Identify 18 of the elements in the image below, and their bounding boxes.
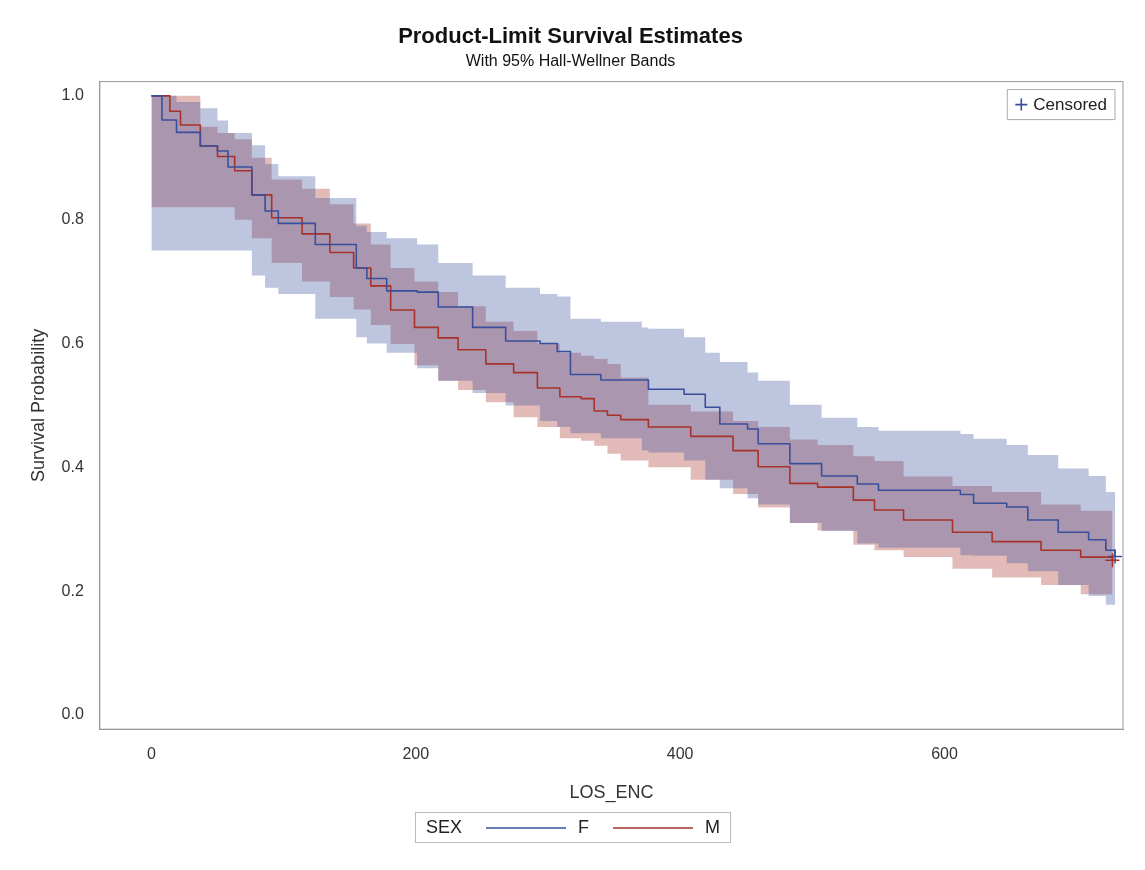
y-tick-label: 0.2 bbox=[61, 581, 84, 599]
y-axis-title: Survival Probability bbox=[27, 328, 48, 482]
y-tick-label: 0.0 bbox=[61, 705, 84, 723]
y-tick-label: 0.4 bbox=[61, 457, 84, 475]
y-tick-label: 1.0 bbox=[61, 86, 84, 104]
chart-subtitle: With 95% Hall-Wellner Bands bbox=[465, 52, 676, 70]
x-tick-label: 400 bbox=[666, 745, 694, 763]
x-tick-label: 0 bbox=[146, 745, 156, 763]
legend-title: SEX bbox=[425, 817, 463, 838]
x-tick-label: 200 bbox=[402, 745, 430, 763]
y-tick-label: 0.8 bbox=[61, 210, 84, 228]
x-axis-title: LOS_ENC bbox=[569, 782, 654, 804]
x-tick-label: 600 bbox=[931, 745, 958, 763]
legend-label: Censored bbox=[1033, 95, 1108, 115]
y-tick-label: 0.6 bbox=[61, 333, 84, 351]
legend-label: F bbox=[578, 817, 590, 838]
legend-label: M bbox=[705, 817, 721, 838]
chart-title: Product-Limit Survival Estimates bbox=[398, 23, 743, 49]
